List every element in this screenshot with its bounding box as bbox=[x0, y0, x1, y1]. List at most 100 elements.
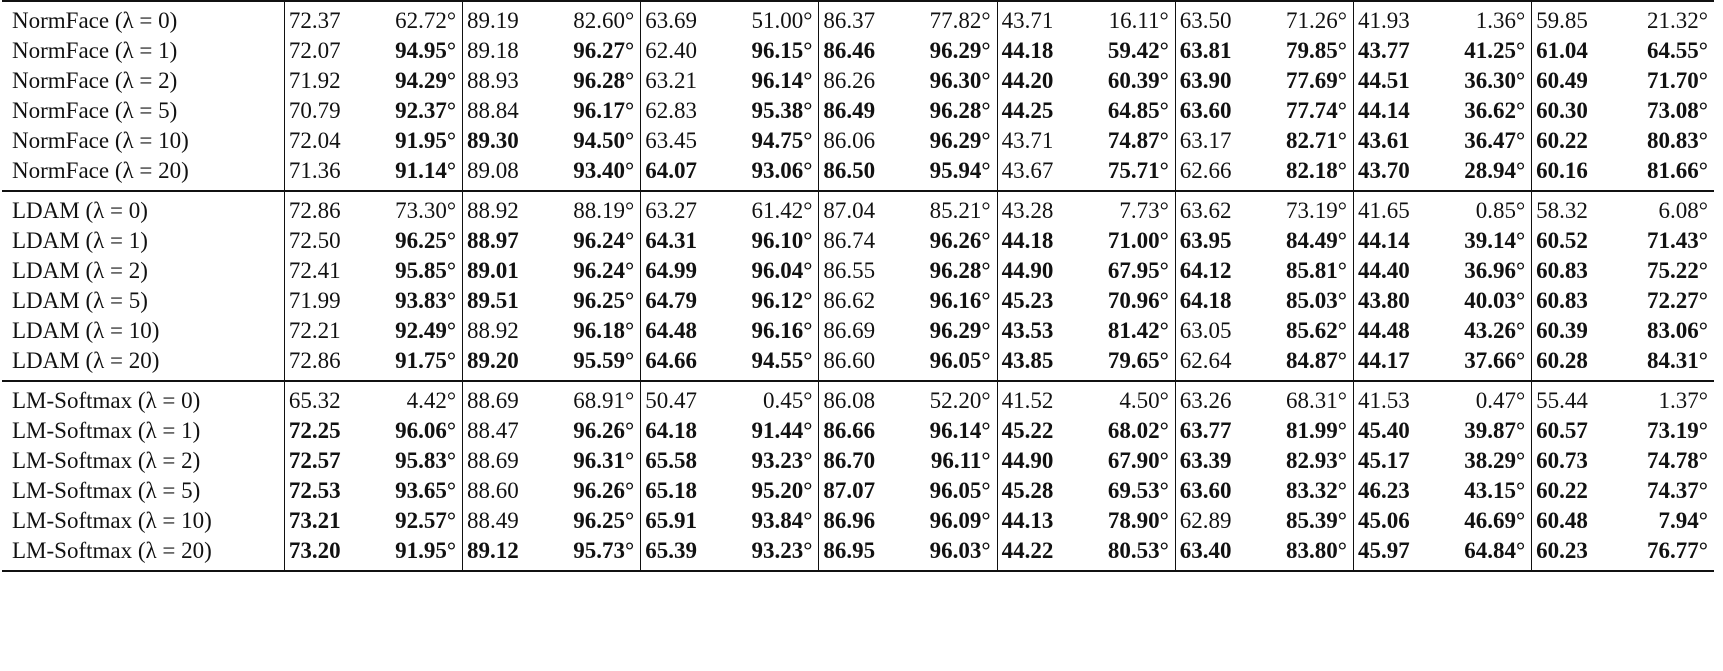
value-cell: 86.74 bbox=[818, 226, 899, 256]
angle-cell: 95.73° bbox=[543, 536, 641, 571]
angle-text: 96.24° bbox=[573, 258, 635, 283]
table-row: LM-Softmax (λ = 0) 65.32 4.42° 88.69 68.91° 5… bbox=[2, 381, 1714, 416]
row-label: LM-Softmax (λ = 5) bbox=[12, 478, 201, 503]
table-row: LM-Softmax (λ = 5) 72.53 93.65° 88.60 96.26°… bbox=[2, 476, 1714, 506]
value-text: 41.53 bbox=[1357, 388, 1410, 413]
value-text: 43.71 bbox=[1001, 8, 1054, 33]
angle-cell: 38.29° bbox=[1434, 446, 1532, 476]
value-text: 44.48 bbox=[1357, 318, 1410, 343]
angle-cell: 96.16° bbox=[899, 286, 997, 316]
angle-cell: 83.80° bbox=[1255, 536, 1353, 571]
angle-cell: 93.23° bbox=[721, 536, 819, 571]
angle-cell: 71.26° bbox=[1255, 1, 1353, 36]
angle-cell: 70.96° bbox=[1077, 286, 1175, 316]
value-cell: 88.92 bbox=[462, 191, 543, 226]
value-text: 60.52 bbox=[1536, 228, 1588, 253]
value-text: 62.83 bbox=[645, 98, 697, 123]
table-row: LM-Softmax (λ = 2) 72.57 95.83° 88.69 96.31°… bbox=[2, 446, 1714, 476]
value-text: 63.90 bbox=[1179, 68, 1232, 93]
value-cell: 60.49 bbox=[1531, 66, 1612, 96]
angle-text: 52.20° bbox=[929, 388, 991, 413]
angle-cell: 81.42° bbox=[1077, 316, 1175, 346]
value-text: 45.97 bbox=[1357, 538, 1410, 563]
value-text: 71.92 bbox=[288, 68, 341, 93]
value-text: 60.83 bbox=[1536, 288, 1588, 313]
row-label: NormFace (λ = 0) bbox=[12, 8, 178, 33]
angle-text: 91.14° bbox=[395, 158, 457, 183]
angle-cell: 60.39° bbox=[1077, 66, 1175, 96]
angle-cell: 21.32° bbox=[1612, 1, 1714, 36]
angle-text: 95.73° bbox=[573, 538, 635, 563]
row-label: NormFace (λ = 2) bbox=[12, 68, 178, 93]
value-text: 73.21 bbox=[288, 508, 341, 533]
value-text: 72.37 bbox=[288, 8, 341, 33]
angle-cell: 82.93° bbox=[1255, 446, 1353, 476]
angle-cell: 36.47° bbox=[1434, 126, 1532, 156]
value-text: 88.60 bbox=[467, 478, 519, 503]
angle-cell: 96.28° bbox=[899, 256, 997, 286]
value-cell: 44.14 bbox=[1352, 226, 1434, 256]
angle-text: 51.00° bbox=[751, 8, 813, 33]
angle-text: 96.17° bbox=[573, 98, 635, 123]
angle-cell: 92.37° bbox=[364, 96, 462, 126]
angle-text: 4.42° bbox=[406, 388, 457, 413]
angle-text: 94.55° bbox=[751, 348, 813, 373]
angle-text: 74.87° bbox=[1107, 128, 1169, 153]
angle-cell: 4.50° bbox=[1077, 381, 1175, 416]
value-text: 50.47 bbox=[645, 388, 697, 413]
value-cell: 45.06 bbox=[1352, 506, 1434, 536]
angle-text: 95.94° bbox=[929, 158, 991, 183]
angle-text: 7.73° bbox=[1119, 198, 1169, 223]
angle-text: 41.25° bbox=[1464, 38, 1526, 63]
angle-cell: 93.65° bbox=[364, 476, 462, 506]
angle-cell: 41.25° bbox=[1434, 36, 1532, 66]
angle-cell: 91.14° bbox=[364, 156, 462, 191]
value-text: 71.99 bbox=[288, 288, 341, 313]
value-text: 87.07 bbox=[823, 478, 876, 503]
table-row: LDAM (λ = 1) 72.50 96.25° 88.97 96.24° 64.31 9… bbox=[2, 226, 1714, 256]
angle-text: 93.23° bbox=[751, 448, 813, 473]
angle-cell: 84.49° bbox=[1255, 226, 1353, 256]
value-cell: 88.93 bbox=[462, 66, 543, 96]
value-text: 86.70 bbox=[823, 448, 876, 473]
value-cell: 41.65 bbox=[1352, 191, 1434, 226]
angle-text: 96.14° bbox=[751, 68, 813, 93]
value-cell: 89.19 bbox=[462, 1, 543, 36]
value-text: 86.50 bbox=[823, 158, 876, 183]
value-text: 44.18 bbox=[1001, 38, 1054, 63]
angle-text: 81.66° bbox=[1647, 158, 1708, 183]
angle-text: 82.71° bbox=[1286, 128, 1347, 153]
angle-text: 84.49° bbox=[1286, 228, 1347, 253]
value-text: 62.40 bbox=[645, 38, 697, 63]
value-text: 44.17 bbox=[1357, 348, 1410, 373]
angle-cell: 96.27° bbox=[543, 36, 641, 66]
angle-cell: 92.49° bbox=[364, 316, 462, 346]
value-text: 86.08 bbox=[823, 388, 876, 413]
value-text: 44.22 bbox=[1001, 538, 1054, 563]
table-row: NormFace (λ = 0) 72.37 62.72° 89.19 82.60° 63… bbox=[2, 1, 1714, 36]
value-cell: 43.67 bbox=[996, 156, 1078, 191]
value-text: 64.48 bbox=[645, 318, 697, 343]
value-text: 73.20 bbox=[288, 538, 341, 563]
angle-cell: 73.30° bbox=[364, 191, 462, 226]
value-text: 89.51 bbox=[467, 288, 519, 313]
angle-cell: 46.69° bbox=[1434, 506, 1532, 536]
angle-cell: 43.26° bbox=[1434, 316, 1532, 346]
value-cell: 64.18 bbox=[1174, 286, 1256, 316]
value-cell: 72.25 bbox=[283, 416, 365, 446]
value-text: 86.26 bbox=[823, 68, 876, 93]
value-text: 44.13 bbox=[1001, 508, 1054, 533]
value-cell: 86.55 bbox=[818, 256, 899, 286]
value-cell: 60.83 bbox=[1531, 256, 1612, 286]
value-cell: 63.95 bbox=[1174, 226, 1256, 256]
angle-text: 64.85° bbox=[1107, 98, 1169, 123]
angle-text: 93.83° bbox=[395, 288, 457, 313]
value-text: 43.67 bbox=[1001, 158, 1054, 183]
angle-cell: 96.25° bbox=[543, 286, 641, 316]
value-text: 88.69 bbox=[467, 388, 519, 413]
value-text: 72.86 bbox=[288, 348, 341, 373]
angle-cell: 85.03° bbox=[1255, 286, 1353, 316]
value-text: 60.73 bbox=[1536, 448, 1588, 473]
angle-cell: 81.66° bbox=[1612, 156, 1714, 191]
value-cell: 59.85 bbox=[1531, 1, 1612, 36]
